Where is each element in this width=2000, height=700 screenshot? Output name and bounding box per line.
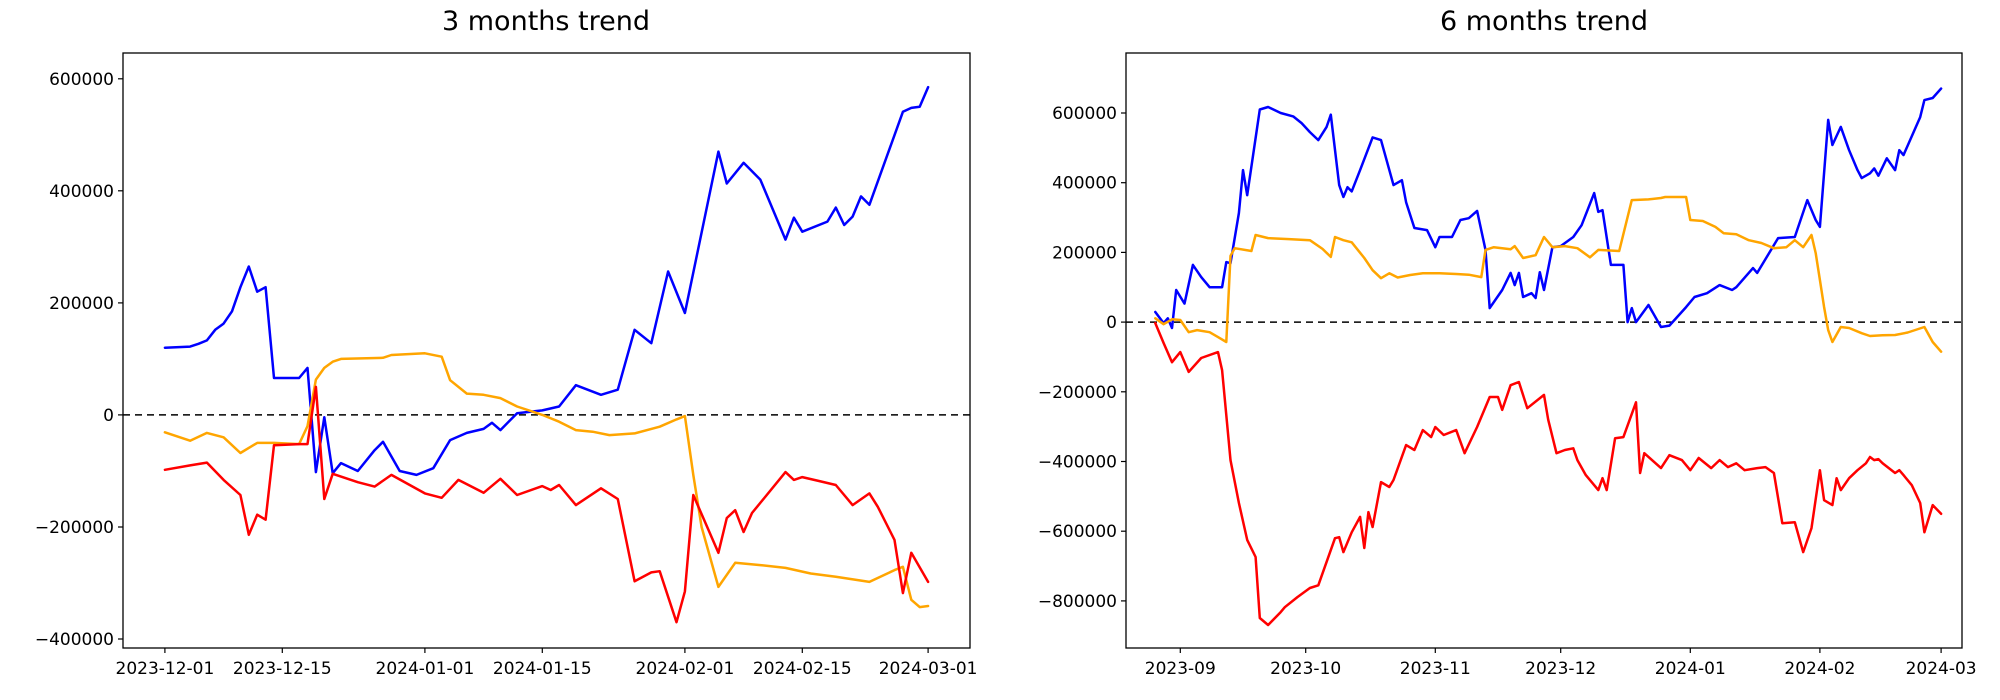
y-tick-label: 0 bbox=[103, 406, 114, 426]
x-tick-label: 2024-03 bbox=[1906, 659, 1977, 679]
series-blue-line bbox=[1154, 87, 1943, 330]
x-tick-label: 2023-10 bbox=[1270, 659, 1341, 679]
y-tick-label: −800000 bbox=[1038, 592, 1117, 612]
x-tick-label: 2024-01-15 bbox=[493, 659, 592, 679]
y-tick-label: 400000 bbox=[1052, 174, 1117, 194]
plot-frame bbox=[122, 52, 971, 649]
x-tick-label: 2024-02 bbox=[1784, 659, 1855, 679]
plot-frame bbox=[1125, 52, 1963, 649]
y-tick-label: −200000 bbox=[1038, 383, 1117, 403]
y-tick-label: −400000 bbox=[1038, 453, 1117, 473]
series-red-line bbox=[1154, 321, 1943, 627]
series-red-line bbox=[163, 385, 930, 624]
y-tick-label: 600000 bbox=[1052, 104, 1117, 124]
y-tick-label: 200000 bbox=[1052, 243, 1117, 263]
x-tick-label: 2024-03-01 bbox=[879, 659, 978, 679]
y-tick-label: −400000 bbox=[35, 630, 114, 650]
x-tick-label: 2023-09 bbox=[1145, 659, 1216, 679]
series-orange-line bbox=[1154, 195, 1943, 353]
x-tick-label: 2024-02-15 bbox=[753, 659, 852, 679]
y-tick-label: 200000 bbox=[49, 294, 114, 314]
x-tick-label: 2023-12-01 bbox=[116, 659, 215, 679]
y-tick-label: 600000 bbox=[49, 70, 114, 90]
y-tick-label: −200000 bbox=[35, 518, 114, 538]
y-tick-label: 400000 bbox=[49, 182, 114, 202]
y-tick-label: −600000 bbox=[1038, 522, 1117, 542]
x-tick-label: 2023-12 bbox=[1525, 659, 1596, 679]
chart-title-3-months: 3 months trend bbox=[442, 6, 650, 37]
x-tick-label: 2024-01 bbox=[1655, 659, 1726, 679]
y-tick-label: 0 bbox=[1106, 313, 1117, 333]
chart-title-6-months: 6 months trend bbox=[1440, 6, 1648, 37]
series-orange-line bbox=[163, 352, 930, 609]
x-tick-label: 2023-11 bbox=[1400, 659, 1471, 679]
x-tick-label: 2024-02-01 bbox=[636, 659, 735, 679]
x-tick-label: 2023-12-15 bbox=[233, 659, 332, 679]
x-tick-label: 2024-01-01 bbox=[376, 659, 475, 679]
series-blue-line bbox=[163, 85, 930, 477]
